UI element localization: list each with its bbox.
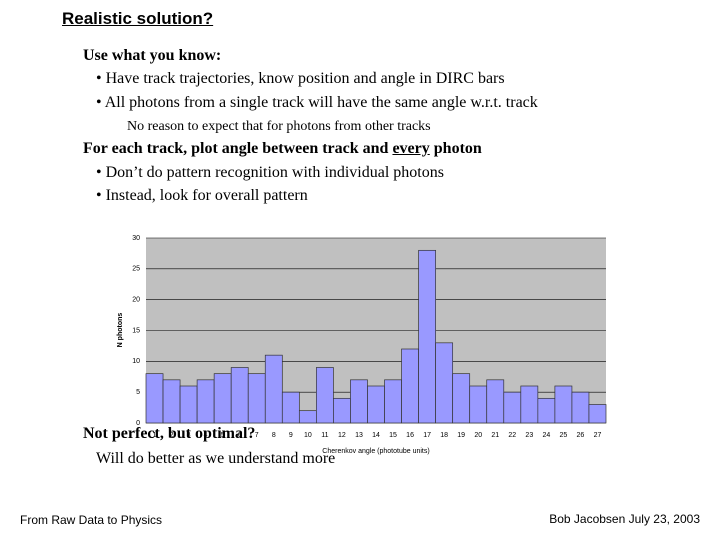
bar	[554, 385, 573, 424]
x-tick-label: 17	[423, 432, 431, 439]
bar	[520, 385, 539, 424]
y-tick-label: 20	[132, 297, 140, 304]
bar	[264, 354, 283, 424]
footer-left: From Raw Data to Physics	[20, 513, 163, 527]
heading: Use what you know:	[83, 47, 222, 64]
x-tick-label: 18	[440, 432, 448, 439]
x-tick-label: 21	[491, 432, 499, 439]
bar	[145, 373, 164, 424]
x-tick-label: 11	[321, 432, 328, 439]
bar	[418, 249, 436, 424]
x-tick-label: 20	[474, 432, 482, 439]
bar	[350, 379, 368, 424]
x-tick-label: 9	[289, 432, 293, 439]
bar	[384, 379, 402, 424]
y-tick-label: 10	[132, 358, 140, 365]
x-tick-label: 15	[389, 432, 397, 439]
bullet: • All photons from a single track will h…	[96, 94, 538, 111]
heading: Not perfect, but optimal?	[83, 425, 256, 442]
y-tick-label: 15	[132, 327, 140, 334]
heading: For each track, plot angle between track…	[83, 140, 482, 158]
bar	[298, 410, 317, 424]
x-tick-label: 3	[187, 432, 191, 439]
bar	[367, 385, 385, 424]
x-tick-label: 16	[406, 432, 414, 439]
bar	[486, 379, 505, 424]
bar	[162, 379, 181, 424]
bar	[401, 348, 419, 424]
text-line: Will do better as we understand more	[96, 450, 336, 467]
note: No reason to expect that for photons fro…	[127, 119, 431, 134]
y-tick-label: 0	[136, 420, 140, 427]
bar	[247, 373, 266, 424]
x-tick-label: 14	[372, 432, 380, 439]
bar	[469, 385, 488, 424]
x-tick-label: 25	[560, 432, 568, 439]
bar	[179, 385, 198, 424]
y-tick-label: 25	[132, 266, 140, 273]
bar	[588, 404, 607, 424]
x-axis-label: Cherenkov angle (phototube units)	[322, 448, 429, 455]
x-tick-label: 8	[272, 432, 276, 439]
slide-title: Realistic solution?	[62, 9, 214, 28]
bar	[196, 379, 215, 424]
x-tick-label: 12	[338, 432, 346, 439]
bar	[537, 397, 556, 424]
bar	[281, 391, 300, 424]
heading-text: photon	[429, 140, 482, 157]
footer-right: Bob Jacobsen July 23, 2003	[549, 512, 700, 526]
x-tick-label: 2	[170, 432, 174, 439]
bar	[230, 367, 249, 424]
heading-text: For each track, plot angle between track…	[83, 140, 393, 157]
bar	[452, 373, 471, 424]
bullet: • Have track trajectories, know position…	[96, 70, 505, 87]
x-tick-label: 27	[594, 432, 602, 439]
bar	[213, 373, 232, 424]
y-axis-label: N photons	[117, 313, 124, 348]
bar	[571, 391, 590, 424]
x-tick-label: 7	[255, 432, 259, 439]
x-tick-label: 23	[525, 432, 533, 439]
x-tick-label: 4	[204, 432, 208, 439]
bar	[316, 367, 334, 424]
x-tick-label: 6	[238, 432, 242, 439]
x-tick-label: 5	[221, 432, 225, 439]
x-tick-label: 10	[304, 432, 312, 439]
bar	[503, 391, 522, 424]
x-tick-label: 13	[355, 432, 363, 439]
x-tick-label: 19	[457, 432, 465, 439]
x-tick-label: 22	[508, 432, 516, 439]
x-tick-label: 26	[577, 432, 585, 439]
x-tick-label: 24	[542, 432, 550, 439]
bar	[435, 342, 454, 424]
y-tick-label: 5	[136, 389, 140, 396]
x-tick-label: 1	[153, 432, 157, 439]
bullet: • Don’t do pattern recognition with indi…	[96, 164, 444, 181]
bullet: • Instead, look for overall pattern	[96, 187, 308, 204]
y-tick-label: 30	[132, 235, 140, 242]
bar	[333, 397, 351, 424]
emphasis: every	[392, 140, 430, 157]
